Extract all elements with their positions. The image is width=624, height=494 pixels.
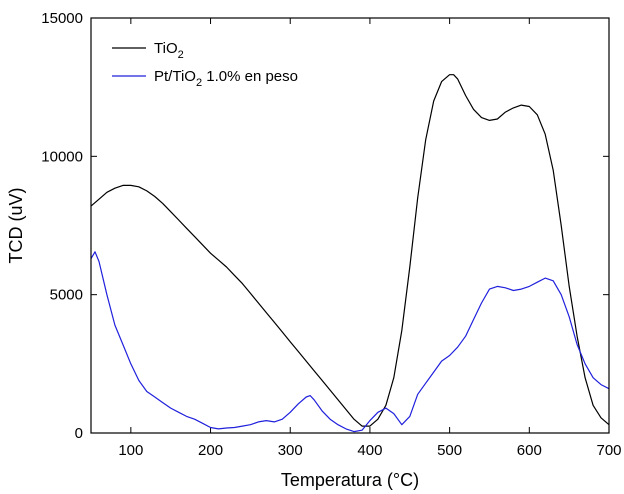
legend-label-rest: 1.0% en peso	[202, 68, 298, 85]
series-layer	[90, 74, 610, 433]
y-tick-label: 0	[75, 425, 83, 442]
legend-label-main: TiO	[154, 40, 178, 57]
legend-label-subscript: 2	[196, 77, 202, 89]
x-tick-label: 600	[517, 442, 542, 459]
x-tick-label: 400	[357, 442, 382, 459]
x-tick-label: 300	[278, 442, 303, 459]
y-axis-label: TCD (uV)	[6, 188, 26, 264]
y-tick-label: 10000	[41, 148, 83, 165]
legend-label-main: Pt/TiO	[154, 68, 196, 85]
series-line-0	[90, 74, 610, 427]
plot-frame	[90, 17, 610, 434]
y-tick-label: 15000	[41, 10, 83, 27]
x-tick-label: 500	[437, 442, 462, 459]
legend-label-subscript: 2	[178, 49, 184, 61]
x-tick-label: 700	[596, 442, 621, 459]
x-tick-label: 200	[198, 442, 223, 459]
x-tick-label: 100	[118, 442, 143, 459]
x-axis-label: Temperatura (°C)	[281, 470, 419, 490]
legend-label-0: TiO2	[154, 40, 184, 61]
legend-label-1: Pt/TiO2 1.0% en peso	[154, 68, 298, 89]
axis-ticks: 100 200 300 400 500 600 700 0 5000 10000 15000	[41, 10, 621, 459]
y-tick-label: 5000	[50, 287, 83, 304]
series-line-1	[90, 251, 610, 433]
